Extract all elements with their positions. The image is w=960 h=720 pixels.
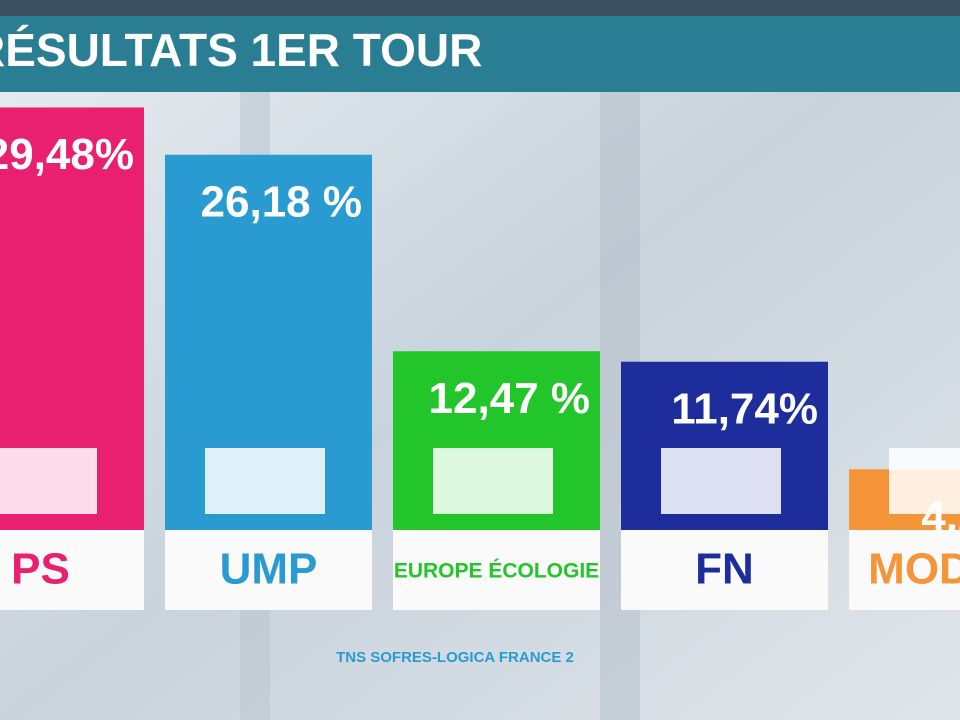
category-label: FN <box>695 545 754 594</box>
category-label: PS <box>11 545 70 594</box>
value-label: 12,47 % <box>429 374 590 423</box>
label-box <box>0 530 144 610</box>
top-strip <box>0 0 960 16</box>
header-bar <box>0 16 960 92</box>
label-box <box>393 530 600 610</box>
logo <box>889 448 960 514</box>
logo <box>205 448 325 514</box>
chart-title: RÉSULTATS 1ER TOUR <box>0 24 482 76</box>
logo <box>0 448 97 514</box>
plot: 29,48% PS 26,18 % UMP 12,47 % EUROPE ÉCOLOGIE… <box>0 107 960 610</box>
category-label: EUROPE ÉCOLOGIE <box>394 560 599 583</box>
category-label: MODEM <box>868 545 960 594</box>
value-label: 26,18 % <box>201 177 362 226</box>
label-box <box>849 530 960 610</box>
logo <box>433 448 553 514</box>
logo <box>661 448 781 514</box>
value-label: 11,74% <box>671 384 818 433</box>
label-box <box>165 530 372 610</box>
label-box <box>621 530 828 610</box>
source: TNS SOFRES-LOGICA FRANCE 2 <box>336 649 574 666</box>
category-label: UMP <box>220 545 318 594</box>
value-label: 29,48% <box>0 130 134 179</box>
